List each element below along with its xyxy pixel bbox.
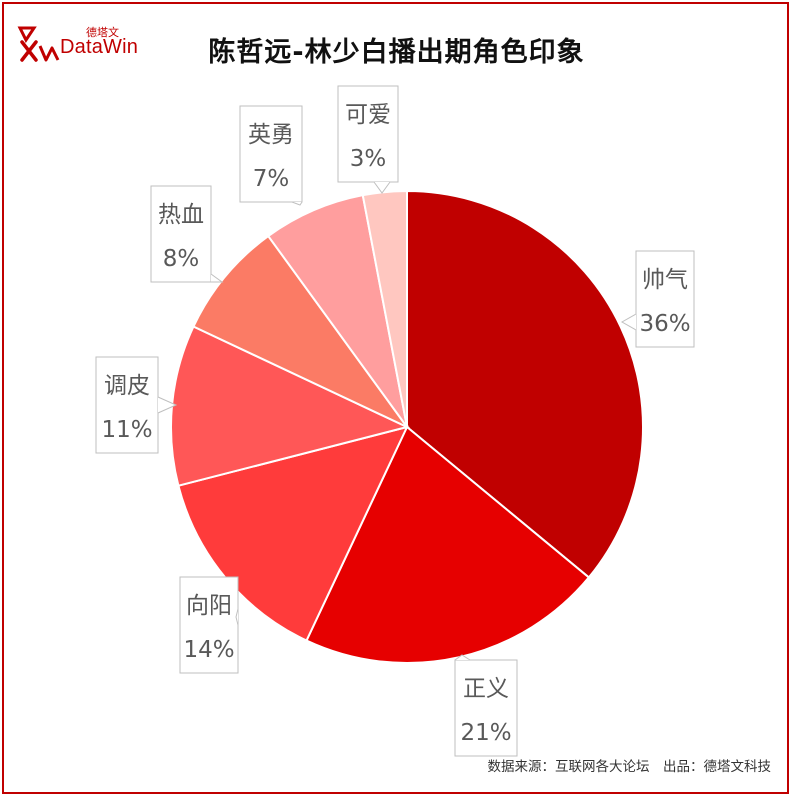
- slice-label-box-1: [635, 250, 695, 348]
- slice-label-pointer-2: [454, 654, 471, 661]
- slice-label-value-7: 3%: [350, 146, 387, 172]
- slice-label-box-3: [179, 576, 239, 674]
- slice-label-name-3: 向阳: [186, 593, 232, 619]
- slice-label-value-6: 7%: [253, 166, 290, 192]
- slice-label-name-5: 热血: [158, 202, 204, 228]
- slice-label-name-4: 调皮: [104, 373, 150, 399]
- slice-label-pointer-5: [210, 273, 224, 283]
- datawin-logo-icon: [17, 26, 60, 62]
- slice-label-name-1: 帅气: [642, 267, 688, 293]
- slice-label-box-4: [95, 356, 159, 454]
- slice-label-value-1: 36%: [639, 311, 690, 337]
- pie-slice-7: [361, 189, 408, 428]
- slice-label-pointer-3: [235, 608, 239, 626]
- slice-label-value-3: 14%: [183, 637, 234, 663]
- logo-text-cn: 德塔文: [86, 26, 119, 39]
- slice-label-value-2: 21%: [460, 720, 511, 746]
- chart-title: 陈哲远-林少白播出期角色印象: [208, 37, 585, 68]
- slice-label-name-2: 正义: [463, 676, 509, 702]
- logo-text-en: DataWin: [60, 36, 139, 58]
- slice-label-name-6: 英勇: [248, 122, 294, 148]
- source-note: 数据来源：互联网各大论坛 出品：德塔文科技: [487, 759, 772, 775]
- pie-slices: [170, 189, 644, 664]
- datawin-logo: [14, 20, 154, 64]
- slice-label-name-7: 可爱: [345, 102, 391, 128]
- pie-slice-1: [406, 189, 644, 579]
- slice-label-box-5: [150, 185, 212, 283]
- pie-labels: 帅气 36% 正义 21% 向阳 14% 调皮 11% 热血 8% 英勇 7% 可爱 3%: [95, 85, 695, 757]
- slice-label-pointer-1: [620, 313, 637, 331]
- pie-slice-6: [266, 194, 408, 428]
- slice-label-box-2: [454, 659, 518, 757]
- slice-label-pointer-7: [373, 181, 391, 194]
- slice-label-box-7: [337, 85, 399, 183]
- slice-label-box-6: [239, 105, 303, 203]
- pie-slice-5: [192, 234, 408, 428]
- slice-label-pointer-6: [291, 201, 303, 206]
- slice-label-value-5: 8%: [163, 246, 200, 272]
- slice-label-value-4: 11%: [101, 417, 152, 443]
- slice-label-pointer-4: [157, 396, 178, 414]
